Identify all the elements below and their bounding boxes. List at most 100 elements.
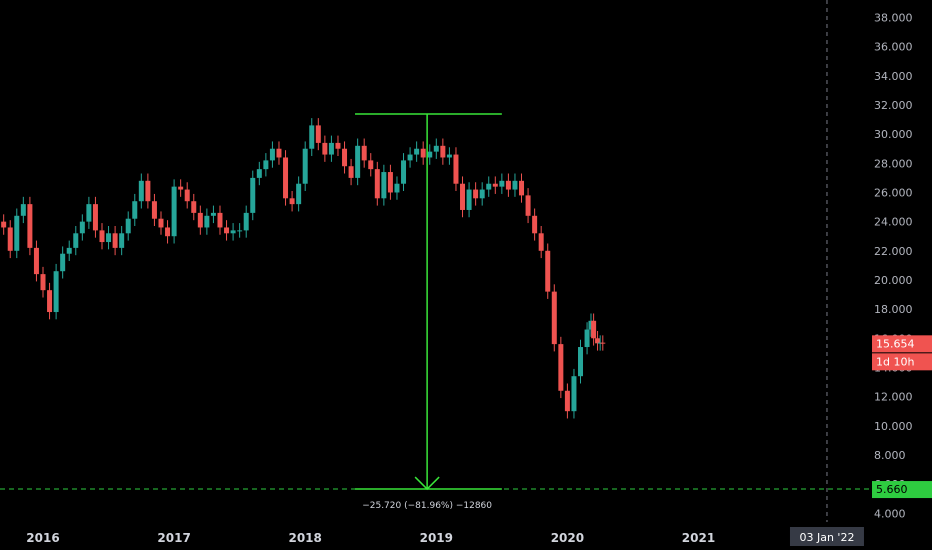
candle-body (112, 233, 118, 248)
price-tick-label: 4.000 (874, 507, 906, 520)
candle-body (374, 169, 380, 199)
candle-body (387, 172, 393, 193)
measure-arrow-head (414, 476, 440, 491)
price-tick-label: 10.000 (874, 420, 913, 433)
candle-body (20, 204, 26, 216)
candle-body (191, 201, 197, 213)
candle-body (165, 227, 171, 237)
price-tick-label: 12.000 (874, 391, 913, 404)
candle-body (33, 247, 39, 275)
crosshair-date-badge (789, 527, 864, 546)
candle-body (7, 227, 13, 251)
candle-body (519, 180, 525, 196)
candle-body (414, 148, 420, 155)
candle-body (401, 160, 407, 184)
measure-label: −25.720 (−81.96%) −12860 (362, 501, 492, 511)
candle-body (66, 247, 72, 254)
candle-body (355, 145, 361, 178)
candle-body (276, 148, 282, 158)
candle-body (132, 201, 138, 219)
candle-body (571, 376, 577, 412)
price-tick-label: 20.000 (874, 274, 913, 287)
candle-body (119, 233, 125, 248)
price-tick-label: 38.000 (874, 11, 913, 24)
axis-badges: 15.654 1d 10h 5.660 03 Jan '22 (789, 335, 932, 546)
candle-body (158, 218, 164, 228)
price-tick-label: 18.000 (874, 303, 913, 316)
candle-body (512, 180, 518, 190)
candle-body (348, 166, 354, 178)
price-tick-label: 32.000 (874, 99, 913, 112)
time-axis[interactable]: 2016 2017 2018 2019 2020 2021 (26, 531, 715, 545)
crosshair-date-value: 03 Jan '22 (799, 531, 854, 544)
candle-body (588, 320, 594, 330)
candle-body (342, 148, 348, 167)
candle-body (466, 189, 472, 210)
candle-body (125, 218, 131, 234)
time-tick-label: 2021 (682, 531, 715, 545)
price-tick-label: 24.000 (874, 216, 913, 229)
candle-body (60, 253, 66, 272)
candle-body (600, 342, 606, 344)
candle-body (230, 230, 236, 234)
candle-body (473, 189, 479, 199)
candle-body (151, 201, 157, 219)
time-tick-label: 2018 (288, 531, 321, 545)
price-axis[interactable]: 4.0006.0008.00010.00012.00014.00016.0001… (874, 11, 913, 520)
candle-body (446, 154, 452, 158)
candle-body (256, 169, 262, 178)
candle-body (591, 320, 597, 339)
candle-body (407, 154, 413, 161)
price-tick-label: 30.000 (874, 128, 913, 141)
candle-body (394, 183, 400, 193)
last-price-badge (872, 335, 932, 353)
last-price-value: 15.654 (876, 337, 915, 350)
price-tick-label: 34.000 (874, 70, 913, 83)
candle-body (184, 189, 190, 202)
candle-body (545, 250, 551, 292)
candle-body (86, 204, 92, 222)
candle-body (138, 180, 144, 202)
horizontal-line-price-badge (872, 481, 932, 499)
candle-body (597, 342, 603, 344)
candle-body (505, 180, 511, 190)
candle-body (328, 142, 334, 155)
countdown-value: 1d 10h (876, 355, 914, 368)
candle-body (178, 186, 184, 190)
candle-body (289, 198, 295, 205)
candle-body (92, 204, 98, 231)
candle-body (361, 145, 367, 161)
candle-body (171, 186, 177, 237)
candle-body (584, 329, 590, 348)
time-tick-label: 2016 (26, 531, 59, 545)
candle-body (381, 172, 387, 199)
time-tick-label: 2017 (157, 531, 190, 545)
candle-body (224, 227, 230, 234)
candle-body (106, 233, 112, 243)
candle-body (250, 177, 256, 213)
candle-body (197, 212, 203, 228)
candle-body (499, 180, 505, 187)
candle-body (237, 230, 243, 232)
candle-body (368, 160, 374, 170)
candle-body (1, 221, 7, 228)
price-tick-label: 26.000 (874, 186, 913, 199)
candle-body (263, 160, 269, 170)
candle-body (564, 390, 570, 412)
candle-body (53, 271, 59, 313)
price-tick-label: 22.000 (874, 245, 913, 258)
candle-body (79, 221, 85, 234)
price-tick-label: 28.000 (874, 157, 913, 170)
candle-body (27, 204, 33, 248)
candle-body (486, 183, 492, 190)
candle-body (40, 274, 46, 291)
candle-body (217, 212, 223, 228)
candle-body (145, 180, 151, 202)
candle-body (460, 183, 466, 210)
candle-body (210, 212, 216, 216)
countdown-badge (872, 353, 932, 371)
candles-layer (1, 118, 606, 419)
drawing-layer: −25.720 (−81.96%) −12860 (0, 0, 870, 522)
candle-body (296, 183, 302, 205)
